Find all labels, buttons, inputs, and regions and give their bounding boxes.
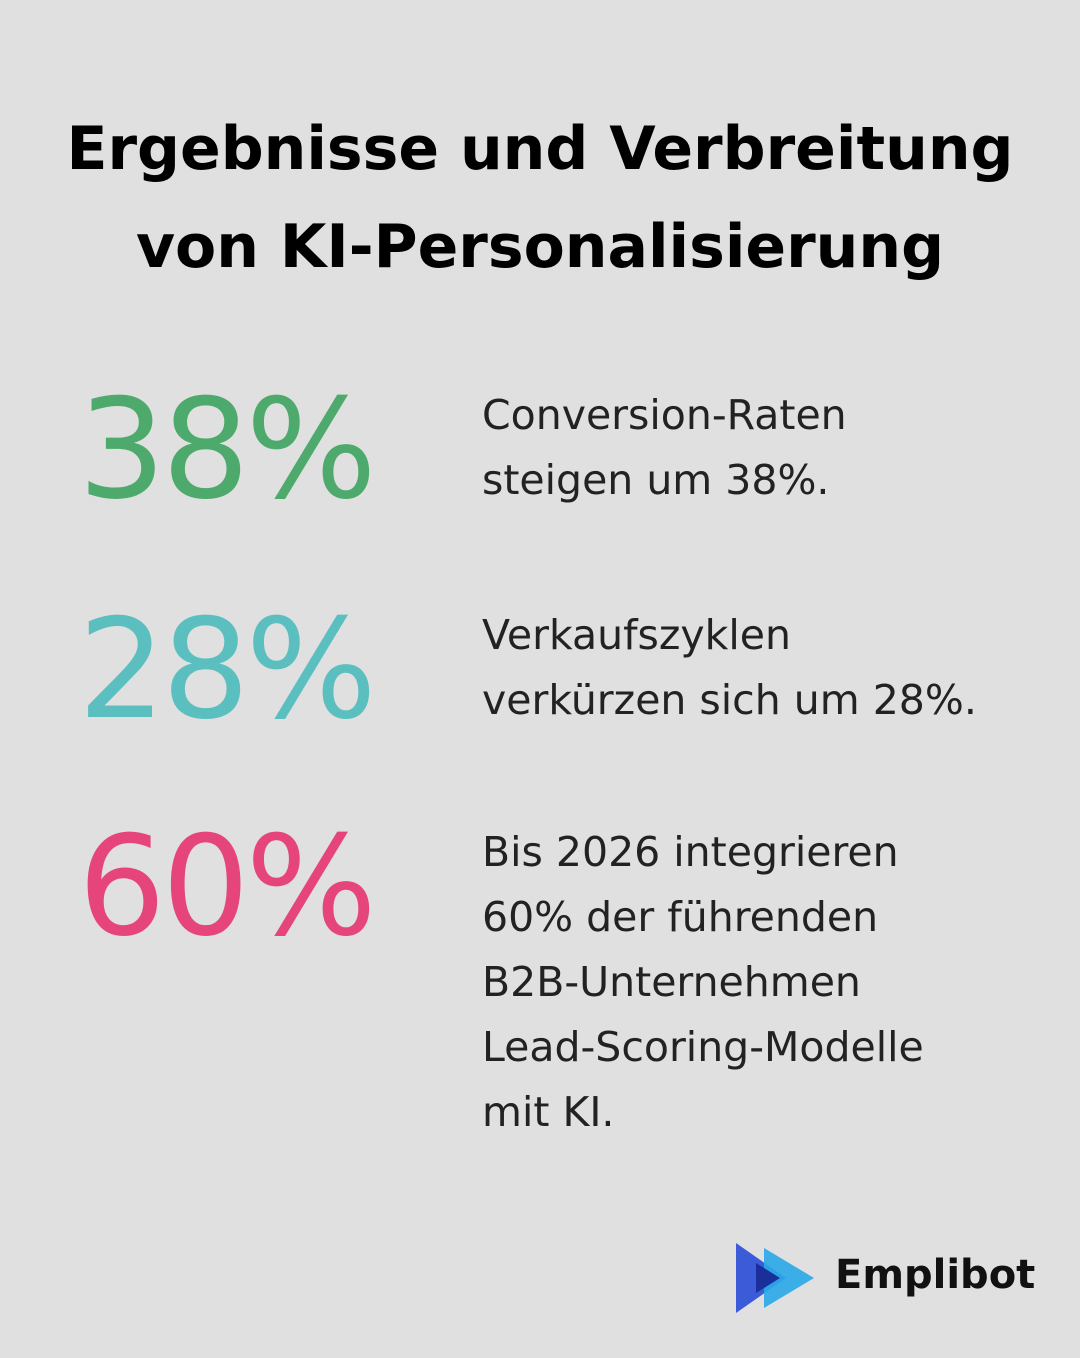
stat-description: Conversion-Raten steigen um 38%. xyxy=(482,383,847,513)
logo-text: Emplibot xyxy=(835,1252,1036,1298)
stat-description: Verkaufszyklen verkürzen sich um 28%. xyxy=(482,603,977,733)
stat-figure: 28% xyxy=(78,589,377,750)
logo-icon xyxy=(736,1243,814,1313)
stat-figure: 60% xyxy=(78,806,377,967)
description-line: Bis 2026 integrieren xyxy=(482,828,899,876)
stat-figure: 38% xyxy=(78,369,377,530)
stat-description: Bis 2026 integrieren 60% der führenden B2B… xyxy=(482,820,924,1145)
description-line: 60% der führenden xyxy=(482,893,879,941)
description-line: B2B-Unternehmen xyxy=(482,958,861,1006)
description-line: mit KI. xyxy=(482,1088,615,1136)
title: Ergebnisse und Verbreitung von KI-Person… xyxy=(0,100,1080,296)
title-line: von KI-Personalisierung xyxy=(135,212,945,282)
title-line: Ergebnisse und Verbreitung xyxy=(66,114,1014,184)
description-line: verkürzen sich um 28%. xyxy=(482,676,977,724)
description-line: Lead-Scoring-Modelle xyxy=(482,1023,924,1071)
description-line: Verkaufszyklen xyxy=(482,611,792,659)
description-line: steigen um 38%. xyxy=(482,456,830,504)
description-line: Conversion-Raten xyxy=(482,391,847,439)
